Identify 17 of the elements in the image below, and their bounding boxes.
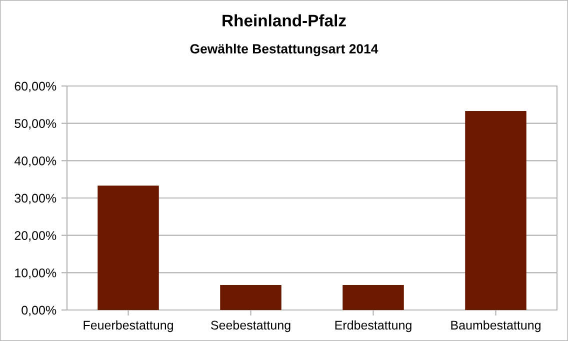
chart-subtitle: Gewählte Bestattungsart 2014 <box>190 44 378 56</box>
y-tick-label: 30,00% <box>14 194 56 204</box>
x-tick-label: Erdbestattung <box>335 320 412 332</box>
bar <box>465 111 526 310</box>
bar <box>342 284 404 310</box>
y-tick-label: 10,00% <box>15 268 56 279</box>
x-tick-label: Feuerbestattung <box>84 320 173 332</box>
chart-title: Rheinland-Pfalz <box>222 14 346 26</box>
y-tick-label: 0,00% <box>22 306 56 316</box>
x-tick-label: Baumbestattung <box>451 320 540 332</box>
bar <box>220 284 282 310</box>
y-tick-label: 60,00% <box>14 82 56 92</box>
y-tick-label: 20,00% <box>14 231 56 242</box>
y-tick-label: 50,00% <box>14 119 56 130</box>
bar <box>98 186 159 310</box>
y-tick-label: 40,00% <box>14 156 56 167</box>
x-tick-label: Seebestattung <box>211 320 290 332</box>
